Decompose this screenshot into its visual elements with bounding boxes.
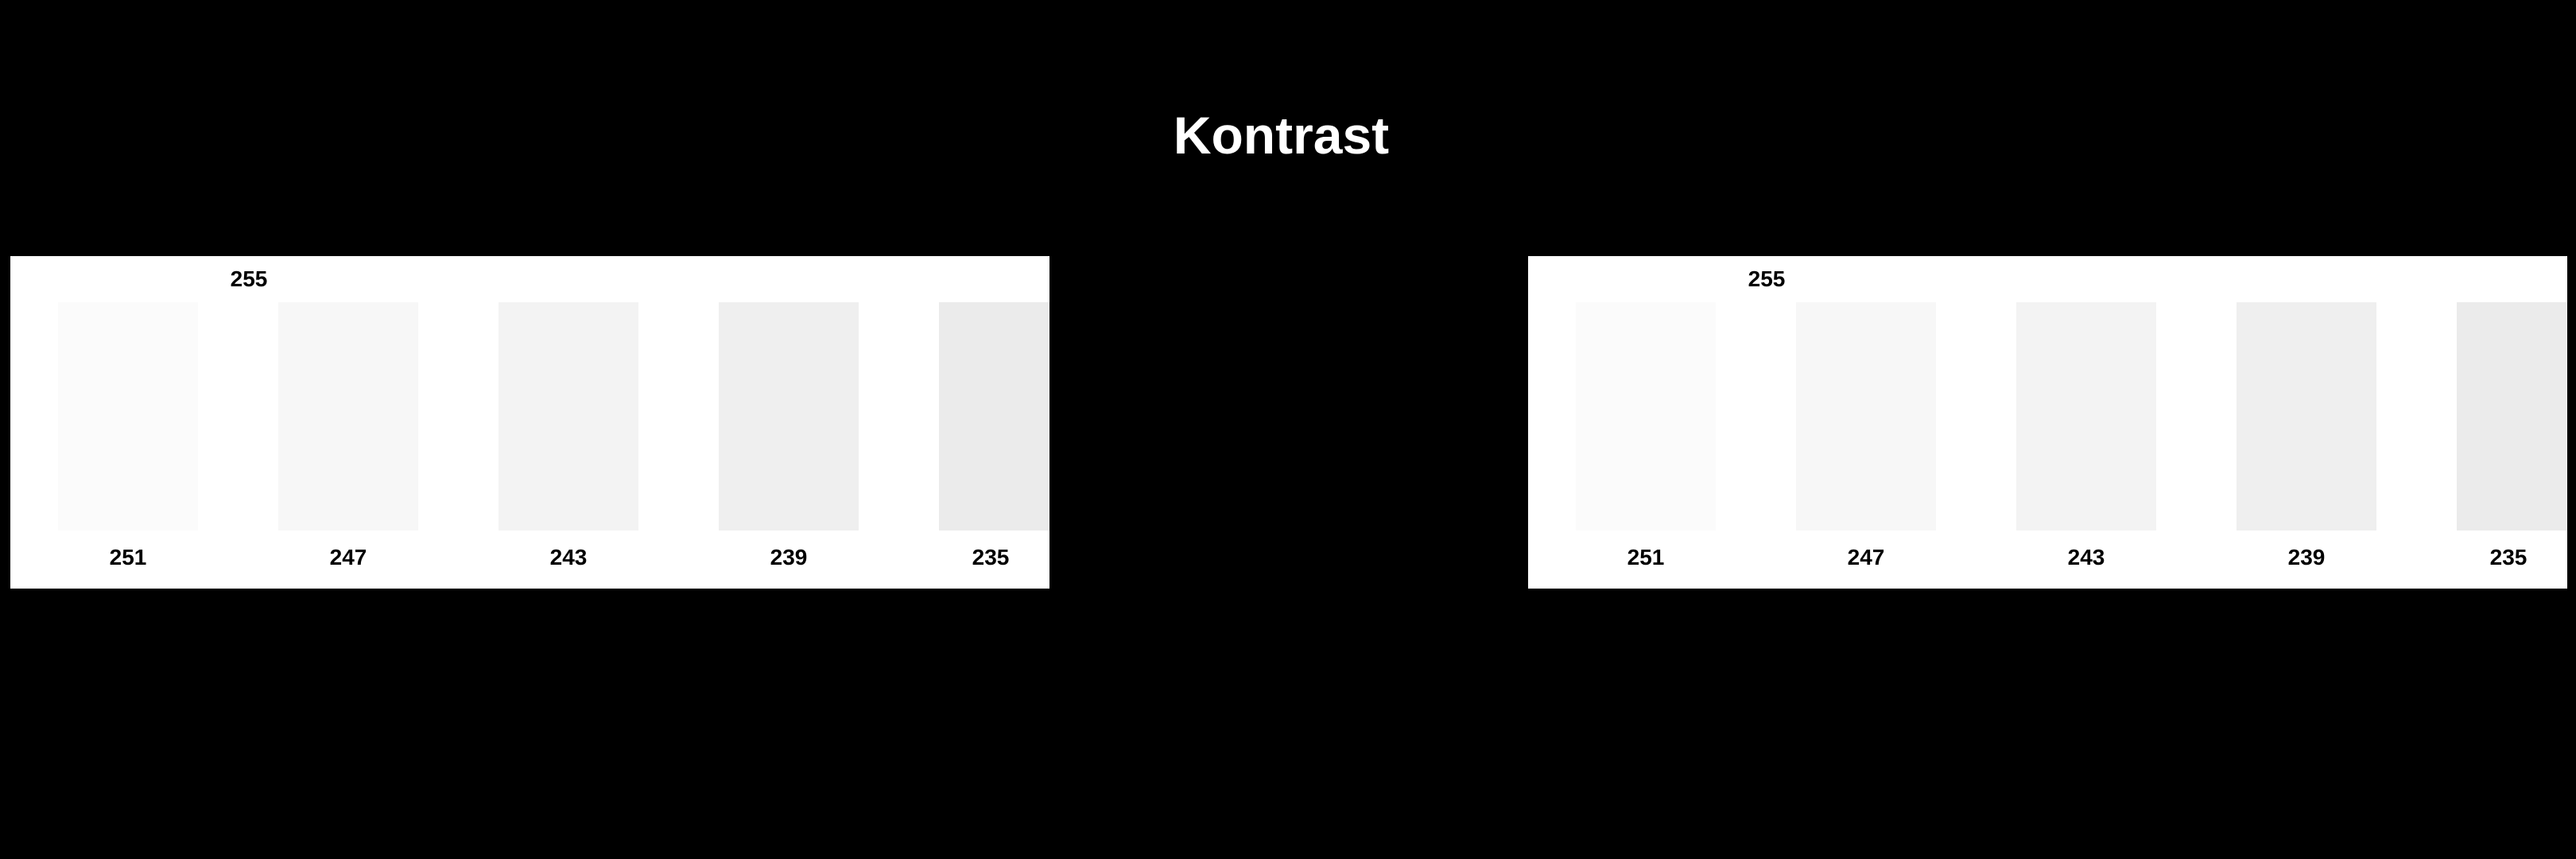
background-value-label: 255 xyxy=(230,266,268,291)
gray-swatch-251 xyxy=(58,302,198,531)
swatch-value-label: 243 xyxy=(549,545,588,569)
swatch-value-label: 243 xyxy=(2067,545,2105,569)
contrast-panel-left: 255 251 247 243 239 235 xyxy=(10,256,1049,589)
gray-swatch-243 xyxy=(499,302,638,531)
background-value-label: 255 xyxy=(1748,266,1786,291)
swatch-value-label: 239 xyxy=(770,545,808,569)
swatch-value-label: 247 xyxy=(329,545,367,569)
swatch-value-label: 235 xyxy=(972,545,1010,569)
contrast-panel-right: 255 251 247 243 239 235 xyxy=(1528,256,2567,589)
swatch-value-label: 251 xyxy=(1627,545,1665,569)
swatch-value-label: 239 xyxy=(2287,545,2326,569)
gray-swatch-235 xyxy=(939,302,1049,531)
gray-swatch-239 xyxy=(719,302,859,531)
gray-swatch-235 xyxy=(2457,302,2567,531)
gray-swatch-243 xyxy=(2016,302,2156,531)
swatch-value-label: 247 xyxy=(1847,545,1885,569)
gray-swatch-247 xyxy=(1796,302,1936,531)
gray-swatch-251 xyxy=(1576,302,1716,531)
gray-swatch-247 xyxy=(278,302,418,531)
swatch-value-label: 235 xyxy=(2489,545,2528,569)
swatch-value-label: 251 xyxy=(109,545,147,569)
gray-swatch-239 xyxy=(2237,302,2376,531)
page-title: Kontrast xyxy=(1173,106,1390,165)
